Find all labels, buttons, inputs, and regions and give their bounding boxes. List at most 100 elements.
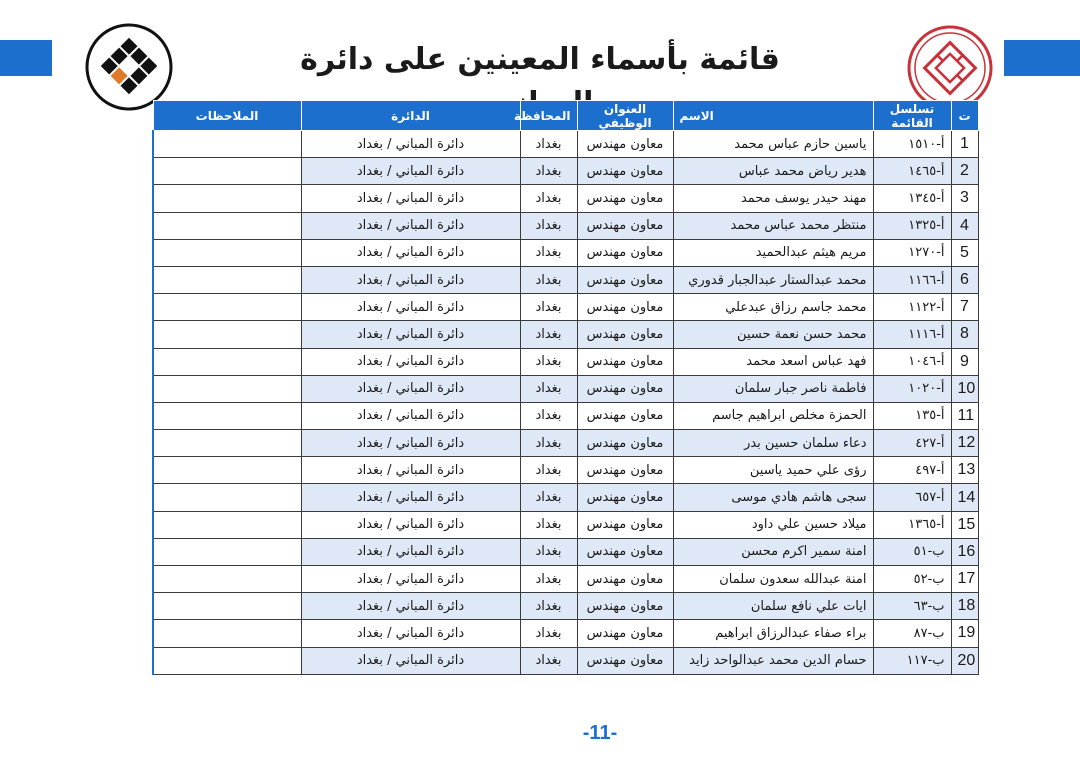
cell-gov: بغداد <box>519 293 578 322</box>
appointees-table-container: ت تسلسل القائمة الاسم العنوان الوظيفي ال… <box>152 100 979 675</box>
cell-title: معاون مهندس <box>576 483 674 512</box>
table-row: 9 أ-١٠٤٦ فهد عباس اسعد محمد معاون مهندس بغدا… <box>152 347 979 376</box>
cell-serial: أ-١٣٢٥ <box>872 211 952 240</box>
cell-notes <box>152 619 302 648</box>
cell-title: معاون مهندس <box>576 429 674 458</box>
cell-title: معاون مهندس <box>576 564 674 594</box>
cell-serial: أ-١٢٧٠ <box>872 238 952 267</box>
cell-dept: دائرة المباني / بغداد <box>300 592 521 621</box>
cell-serial: ب-٥٢ <box>872 564 952 594</box>
cell-dept: دائرة المباني / بغداد <box>300 456 521 485</box>
cell-serial: أ-٤٢٧ <box>872 429 952 458</box>
cell-dept: دائرة المباني / بغداد <box>300 537 521 567</box>
cell-gov: بغداد <box>519 564 578 594</box>
cell-dept: دائرة المباني / بغداد <box>300 238 521 267</box>
table-row: 11 أ-١٣٥ الحمزة مخلص ابراهيم جاسم معاون مهن… <box>152 401 979 431</box>
cell-name: منتظر محمد عباس محمد <box>672 211 874 240</box>
cell-num: 15 <box>950 510 979 539</box>
cell-dept: دائرة المباني / بغداد <box>300 401 521 431</box>
cell-num: 3 <box>950 184 979 213</box>
cell-gov: بغداد <box>519 184 578 213</box>
cell-serial: أ-٦٥٧ <box>872 483 952 512</box>
cell-notes <box>152 510 302 539</box>
cell-dept: دائرة المباني / بغداد <box>300 184 521 213</box>
cell-notes <box>152 401 302 431</box>
cell-num: 11 <box>950 401 979 431</box>
header-accent-bar-right <box>1004 40 1080 76</box>
cell-dept: دائرة المباني / بغداد <box>300 129 521 159</box>
cell-notes <box>152 293 302 322</box>
cell-serial: أ-١٥١٠ <box>872 129 952 159</box>
cell-num: 9 <box>950 347 979 376</box>
cell-title: معاون مهندس <box>576 265 674 295</box>
cell-notes <box>152 211 302 240</box>
cell-gov: بغداد <box>519 347 578 376</box>
table-row: 8 أ-١١١٦ محمد حسن نعمة حسين معاون مهندس بغدا… <box>152 320 979 349</box>
cell-gov: بغداد <box>519 510 578 539</box>
cell-serial: ب-٦٣ <box>872 592 952 621</box>
cell-title: معاون مهندس <box>576 129 674 159</box>
department-emblem-icon <box>907 25 993 111</box>
table-row: 16 ب-٥١ امنة سمير اكرم محسن معاون مهندس بغدا… <box>152 537 979 567</box>
col-header-title: العنوان الوظيفي <box>576 100 674 131</box>
cell-title: معاون مهندس <box>576 619 674 648</box>
table-row: 20 ب-١١٧ حسام الدين محمد عبدالواحد زايد معا… <box>152 646 979 675</box>
cell-gov: بغداد <box>519 429 578 458</box>
cell-gov: بغداد <box>519 265 578 295</box>
cell-title: معاون مهندس <box>576 347 674 376</box>
col-header-gov: المحافظة <box>514 100 578 131</box>
table-row: 19 ب-٨٧ براء صفاء عبدالرزاق ابراهيم معاون م… <box>152 619 979 648</box>
cell-name: دعاء سلمان حسين بدر <box>672 429 874 458</box>
cell-name: هدير رياض محمد عباس <box>672 157 874 186</box>
cell-dept: دائرة المباني / بغداد <box>300 211 521 240</box>
cell-gov: بغداد <box>519 456 578 485</box>
cell-title: معاون مهندس <box>576 456 674 485</box>
cell-name: فاطمة ناصر جبار سلمان <box>672 374 874 403</box>
cell-notes <box>152 184 302 213</box>
cell-title: معاون مهندس <box>576 510 674 539</box>
cell-serial: أ-١٠٢٠ <box>872 374 952 403</box>
cell-gov: بغداد <box>519 537 578 567</box>
cell-notes <box>152 456 302 485</box>
col-header-dept: الدائرة <box>300 100 521 131</box>
table-row: 4 أ-١٣٢٥ منتظر محمد عباس محمد معاون مهندس بغ… <box>152 211 979 240</box>
cell-num: 5 <box>950 238 979 267</box>
cell-notes <box>152 564 302 594</box>
cell-dept: دائرة المباني / بغداد <box>300 564 521 594</box>
cell-name: سجى هاشم هادي موسى <box>672 483 874 512</box>
cell-num: 6 <box>950 265 979 295</box>
cell-notes <box>152 429 302 458</box>
cell-dept: دائرة المباني / بغداد <box>300 429 521 458</box>
cell-title: معاون مهندس <box>576 184 674 213</box>
cell-gov: بغداد <box>519 320 578 349</box>
cell-num: 16 <box>950 537 979 567</box>
cell-gov: بغداد <box>519 592 578 621</box>
page-number: -11- <box>582 722 618 744</box>
cell-dept: دائرة المباني / بغداد <box>300 157 521 186</box>
cell-serial: أ-٤٩٧ <box>872 456 952 485</box>
cell-notes <box>152 646 302 675</box>
page-title: قائمة بأسماء المعينين على دائرة المباني <box>300 42 780 121</box>
cell-name: مهند حيدر يوسف محمد <box>672 184 874 213</box>
cell-serial: ب-١١٧ <box>872 646 952 675</box>
cell-title: معاون مهندس <box>576 537 674 567</box>
cell-num: 13 <box>950 456 979 485</box>
col-header-num: ت <box>950 100 979 131</box>
cell-title: معاون مهندس <box>576 401 674 431</box>
col-header-name: الاسم <box>672 100 874 131</box>
cell-name: ايات علي نافع سلمان <box>672 592 874 621</box>
ministry-logo-icon <box>85 23 173 111</box>
cell-title: معاون مهندس <box>576 646 674 675</box>
cell-dept: دائرة المباني / بغداد <box>300 510 521 539</box>
table-row: 15 أ-١٣٦٥ ميلاد حسين علي داود معاون مهندس بغ… <box>152 510 979 539</box>
cell-gov: بغداد <box>519 401 578 431</box>
cell-gov: بغداد <box>519 238 578 267</box>
cell-serial: أ-١٠٤٦ <box>872 347 952 376</box>
cell-serial: أ-١٣٤٥ <box>872 184 952 213</box>
cell-serial: أ-١١٢٢ <box>872 293 952 322</box>
cell-title: معاون مهندس <box>576 320 674 349</box>
cell-notes <box>152 129 302 159</box>
cell-num: 7 <box>950 293 979 322</box>
table-row: 14 أ-٦٥٧ سجى هاشم هادي موسى معاون مهندس بغدا… <box>152 483 979 512</box>
table-row: 5 أ-١٢٧٠ مريم هيثم عبدالحميد معاون مهندس بغد… <box>152 238 979 267</box>
